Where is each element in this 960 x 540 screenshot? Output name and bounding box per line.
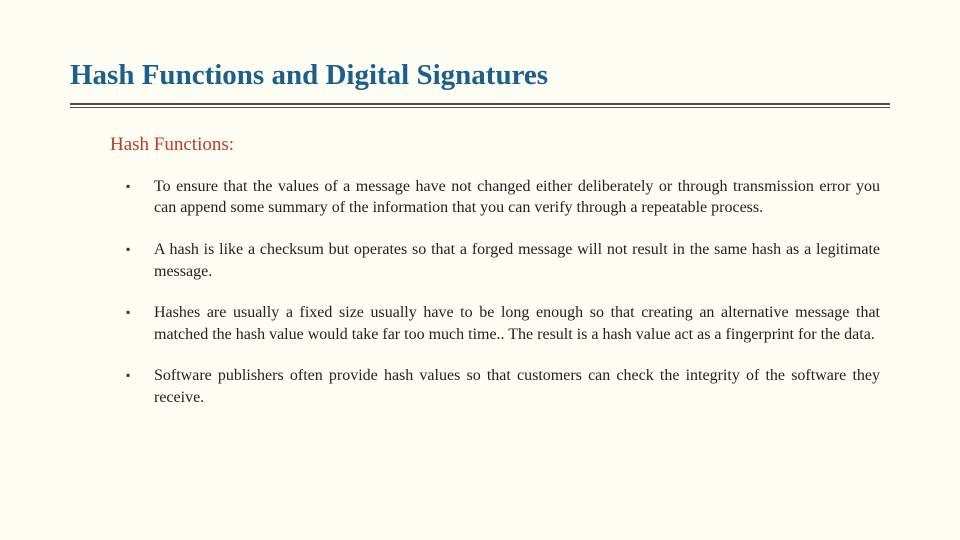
rule-thin	[70, 107, 890, 108]
list-item: ▪ Software publishers often provide hash…	[126, 365, 880, 408]
bullet-marker-icon: ▪	[126, 241, 130, 257]
bullet-text: A hash is like a checksum but operates s…	[154, 241, 880, 280]
list-item: ▪ A hash is like a checksum but operates…	[126, 239, 880, 282]
bullet-text: Hashes are usually a fixed size usually …	[154, 304, 880, 343]
bullet-list: ▪ To ensure that the values of a message…	[110, 176, 880, 409]
list-item: ▪ To ensure that the values of a message…	[126, 176, 880, 219]
list-item: ▪ Hashes are usually a fixed size usuall…	[126, 302, 880, 345]
bullet-marker-icon: ▪	[126, 178, 130, 194]
slide-title: Hash Functions and Digital Signatures	[70, 58, 890, 93]
slide: Hash Functions and Digital Signatures Ha…	[0, 0, 960, 540]
bullet-text: Software publishers often provide hash v…	[154, 367, 880, 406]
content-area: Hash Functions: ▪ To ensure that the val…	[70, 134, 890, 409]
section-subheading: Hash Functions:	[110, 134, 880, 156]
bullet-marker-icon: ▪	[126, 304, 130, 320]
rule-thick	[70, 103, 890, 105]
title-underline	[70, 103, 890, 108]
bullet-text: To ensure that the values of a message h…	[154, 178, 880, 217]
bullet-marker-icon: ▪	[126, 367, 130, 383]
